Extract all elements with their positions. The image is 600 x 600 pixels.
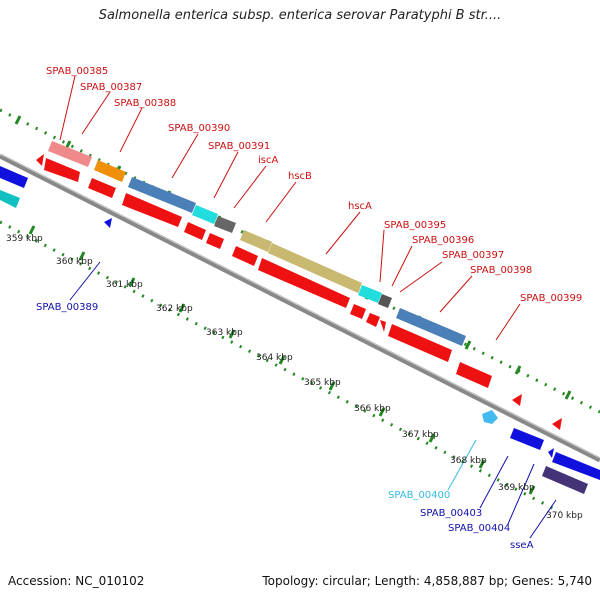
gene-spab-00404-arrow bbox=[548, 448, 554, 458]
label-spab-00391: SPAB_00391 bbox=[208, 141, 270, 152]
gene-arrow-2 bbox=[44, 158, 80, 182]
gene-spab-00389-arrow bbox=[104, 218, 112, 228]
kbp-label: 361 kbp bbox=[106, 280, 143, 290]
feature-row-reverse bbox=[0, 166, 600, 494]
label-spab-00395: SPAB_00395 bbox=[384, 220, 446, 231]
label-spab-00389: SPAB_00389 bbox=[36, 302, 98, 313]
forward-label-leaders bbox=[59, 75, 521, 341]
gene-ssea-bar bbox=[542, 466, 588, 494]
kbp-label: 360 kbp bbox=[56, 257, 93, 267]
kbp-label: 368 kbp bbox=[450, 456, 487, 466]
label-spab-00388: SPAB_00388 bbox=[114, 98, 176, 109]
gene-spab-00391-bar bbox=[214, 216, 236, 233]
kbp-label: 370 kbp bbox=[546, 511, 583, 521]
label-spab-00396: SPAB_00396 bbox=[412, 235, 474, 246]
label-hscb: hscB bbox=[288, 171, 312, 182]
label-spab-00390: SPAB_00390 bbox=[168, 123, 230, 134]
label-spab-00404: SPAB_00404 bbox=[448, 523, 510, 534]
gene-spab-00385-bar bbox=[48, 141, 92, 167]
gene-arrow-1 bbox=[36, 154, 44, 166]
accession-text: Accession: NC_010102 bbox=[8, 574, 145, 588]
kbp-label: 363 kbp bbox=[206, 328, 243, 338]
gene-arrow-14 bbox=[512, 394, 522, 406]
genome-stats-text: Topology: circular; Length: 4,858,887 bp… bbox=[262, 574, 592, 588]
label-spab-00403: SPAB_00403 bbox=[420, 508, 482, 519]
gene-arrow-10 bbox=[366, 313, 380, 327]
gene-spab-00388-bar bbox=[128, 177, 196, 213]
outer-dotted-guide bbox=[0, 108, 600, 414]
reverse-label-leaders bbox=[69, 261, 557, 539]
gene-spab-00403-bar bbox=[510, 428, 544, 450]
label-hsca: hscA bbox=[348, 201, 372, 212]
label-spab-00400: SPAB_00400 bbox=[388, 490, 450, 501]
gene-hsca-bar bbox=[358, 285, 382, 303]
feature-row-lower bbox=[36, 154, 562, 430]
gene-arrow-13 bbox=[456, 362, 492, 388]
gene-arrow-15 bbox=[552, 418, 562, 430]
gene-arrow-7 bbox=[232, 246, 258, 266]
gene-arrow-5 bbox=[184, 222, 206, 240]
gene-left-cyan-bar bbox=[0, 190, 20, 208]
label-spab-00385: SPAB_00385 bbox=[46, 66, 108, 77]
gene-spab-00390-bar bbox=[192, 205, 218, 224]
kbp-label: 369 kbp bbox=[498, 483, 535, 493]
gene-left-blue-bar bbox=[0, 166, 28, 188]
label-spab-00399: SPAB_00399 bbox=[520, 293, 582, 304]
label-spab-00398: SPAB_00398 bbox=[470, 265, 532, 276]
feature-row-upper bbox=[48, 141, 466, 346]
gene-spab-00395-bar bbox=[378, 294, 392, 308]
gene-isca-bar bbox=[240, 230, 272, 252]
genome-backbone-highlight bbox=[0, 153, 600, 459]
kbp-label: 362 kbp bbox=[156, 304, 193, 314]
label-ssea: sseA bbox=[510, 540, 534, 551]
gene-hscb-bar bbox=[268, 243, 362, 293]
gene-arrow-6 bbox=[206, 233, 224, 249]
inner-tick-marks bbox=[28, 225, 536, 495]
kbp-label: 364 kbp bbox=[256, 353, 293, 363]
gene-spab-00387-bar bbox=[94, 160, 126, 182]
reverse-labels: SPAB_00389 SPAB_00400 SPAB_00403 SPAB_00… bbox=[36, 302, 534, 551]
kbp-label: 367 kbp bbox=[402, 430, 439, 440]
gene-arrow-4 bbox=[122, 193, 182, 227]
forward-labels: SPAB_00385 SPAB_00387 SPAB_00388 SPAB_00… bbox=[46, 66, 582, 304]
gene-arrow-11 bbox=[380, 320, 386, 332]
kbp-label: 365 kbp bbox=[304, 378, 341, 388]
gene-right-blue-bar bbox=[552, 452, 600, 480]
label-spab-00387: SPAB_00387 bbox=[80, 82, 142, 93]
label-spab-00397: SPAB_00397 bbox=[442, 250, 504, 261]
kbp-label: 359 kbp bbox=[6, 234, 43, 244]
scale-labels: 359 kbp 360 kbp 361 kbp 362 kbp 363 kbp … bbox=[6, 234, 583, 521]
gene-spab-00398-bar bbox=[396, 308, 466, 346]
label-isca: iscA bbox=[258, 155, 278, 166]
gene-arrow-8 bbox=[258, 258, 350, 308]
map-title: Salmonella enterica subsp. enterica sero… bbox=[98, 8, 502, 23]
genome-backbone bbox=[0, 153, 600, 463]
gene-arrow-12 bbox=[388, 324, 452, 362]
gene-arrow-9 bbox=[350, 304, 366, 319]
gene-arrow-3 bbox=[88, 178, 116, 198]
kbp-label: 366 kbp bbox=[354, 404, 391, 414]
gene-spab-00400-arrow bbox=[482, 410, 498, 424]
